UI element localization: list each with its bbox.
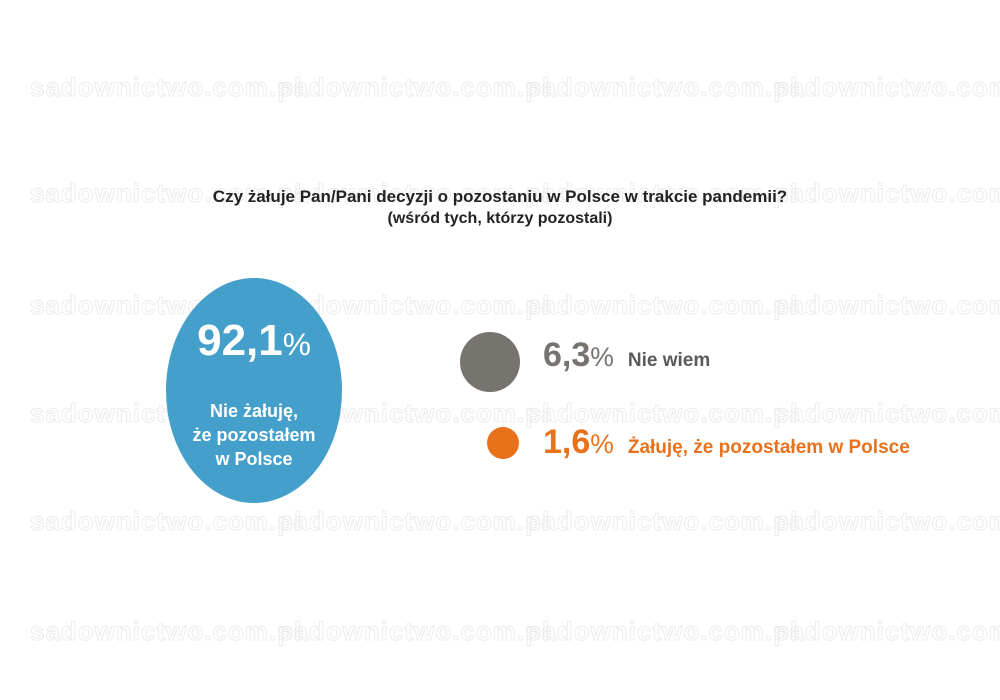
chart-subtitle: (wśród tych, którzy pozostali) — [387, 210, 613, 227]
label-nie-wiem: Nie wiem — [627, 350, 711, 371]
legend-row-nie-wiem: 6,3% Nie wiem — [543, 336, 710, 375]
bubble-label: Nie żałuję, że pozostałem w Polsce — [192, 401, 316, 469]
watermark-text: sadownictwo.com.pl — [773, 616, 1000, 647]
bubble-nie-wiem — [460, 332, 520, 392]
watermark-text: sadownictwo.com.pl — [525, 290, 799, 321]
watermark-text: sadownictwo.com.pl — [525, 506, 799, 537]
watermark-text: sadownictwo.com.pl — [29, 506, 303, 537]
bubble-zaluje — [487, 427, 519, 459]
watermark-text: sadownictwo.com.pl — [525, 616, 799, 647]
watermark-text: sadownictwo.com.pl — [29, 616, 303, 647]
watermark-text: sadownictwo.com.pl — [773, 72, 1000, 103]
watermark-text: sadownictwo.com.pl — [29, 72, 303, 103]
watermark-text: sadownictwo.com.pl — [277, 506, 551, 537]
chart-title: Czy żałuje Pan/Pani decyzji o pozostaniu… — [212, 187, 788, 206]
watermark-text: sadownictwo.com.pl — [525, 72, 799, 103]
chart-title-block: Czy żałuje Pan/Pani decyzji o pozostaniu… — [0, 186, 1000, 230]
bubble-nie-zaluje: 92,1% Nie żałuję, że pozostałem w Polsce — [166, 278, 342, 503]
watermark-text: sadownictwo.com.pl — [277, 616, 551, 647]
legend-row-zaluje: 1,6% Żałuję, że pozostałem w Polsce — [543, 423, 910, 462]
value-zaluje: 1,6% — [543, 423, 614, 461]
bubble-value: 92,1% — [197, 316, 311, 365]
label-zaluje: Żałuję, że pozostałem w Polsce — [627, 437, 910, 458]
watermark-text: sadownictwo.com.pl — [773, 506, 1000, 537]
watermark-text: sadownictwo.com.pl — [773, 290, 1000, 321]
value-nie-wiem: 6,3% — [543, 336, 614, 374]
watermark-text: sadownictwo.com.pl — [277, 72, 551, 103]
